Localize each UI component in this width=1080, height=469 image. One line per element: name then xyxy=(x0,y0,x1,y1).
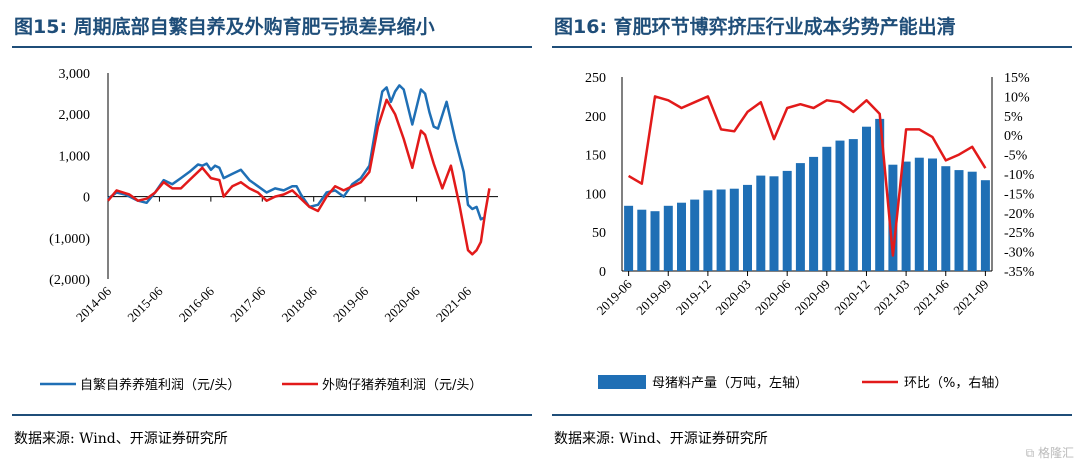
sow-feed-bar xyxy=(729,188,739,271)
left-y-tick-label: 100 xyxy=(585,187,606,202)
sow-feed-bar xyxy=(835,140,845,271)
right-y-tick-label: -10% xyxy=(1004,168,1035,183)
x-tick-label: 2017-06 xyxy=(227,283,269,325)
x-tick-label: 2020-06 xyxy=(752,276,794,318)
legend-label: 环比（%，右轴） xyxy=(904,376,1007,391)
x-tick-label: 2019-06 xyxy=(593,276,635,318)
y-tick-label: 0 xyxy=(83,191,90,206)
sow-feed-bar xyxy=(743,184,752,271)
legend-label: 母猪料产量（万吨，左轴） xyxy=(652,376,808,391)
x-tick-label: 2014-06 xyxy=(73,283,115,325)
sow-feed-bar xyxy=(967,171,977,271)
left-panel: 图15: 周期底部自繁自养及外购育肥亏损差异缩小 3,000 2,000 1,000… xyxy=(12,16,532,447)
x-tick-label: 2021-09 xyxy=(950,277,991,318)
sow-feed-bar xyxy=(928,158,937,271)
right-y-tick-label: 15% xyxy=(1004,71,1030,86)
left-y-tick-label: 250 xyxy=(585,71,606,86)
right-y-tick-label: -35% xyxy=(1004,265,1035,280)
sow-feed-bar xyxy=(782,170,792,271)
series-line-self-breeding xyxy=(107,84,486,221)
sow-feed-bar xyxy=(888,164,898,271)
x-tick-label: 2019-09 xyxy=(633,277,674,318)
right-y-tick-label: -5% xyxy=(1004,149,1028,164)
x-tick-label: 2021-06 xyxy=(433,283,475,325)
series-line-purchased-piglet xyxy=(107,98,491,256)
sow-feed-bar xyxy=(650,211,660,271)
x-tick-label: 2018-06 xyxy=(279,283,321,325)
y-tick-label: 2,000 xyxy=(59,108,91,123)
sow-feed-bar xyxy=(677,202,686,271)
mom-change-line xyxy=(627,95,987,257)
sow-feed-bar xyxy=(716,189,726,271)
x-tick-label: 2016-06 xyxy=(176,283,218,325)
sow-feed-bar xyxy=(901,161,911,271)
y-tick-label: (1,000) xyxy=(49,232,90,247)
watermark-text: 格隆汇 xyxy=(1037,446,1074,460)
legend-label: 外购仔猪养殖利润（元/头） xyxy=(322,377,482,393)
right-y-tick-label: 10% xyxy=(1004,90,1030,105)
x-tick-label: 2020-09 xyxy=(792,277,833,318)
right-source-text: 数据来源: Wind、开源证券研究所 xyxy=(554,431,768,447)
legend-label: 自繁自养养殖利润（元/头） xyxy=(80,377,240,393)
left-title-rule xyxy=(12,46,532,48)
sow-feed-bar xyxy=(756,175,766,271)
left-y-tick-label: 200 xyxy=(585,110,606,125)
sow-feed-bar xyxy=(663,205,673,271)
sow-feed-bar xyxy=(822,146,832,271)
x-tick-label: 2020-06 xyxy=(381,283,423,325)
y-tick-label: (2,000) xyxy=(49,273,90,288)
right-y-tick-label: -30% xyxy=(1004,246,1035,261)
y-tick-label: 1,000 xyxy=(59,149,91,164)
x-tick-label: 2021-03 xyxy=(871,277,912,318)
sow-feed-bar xyxy=(875,118,885,272)
right-source-rule xyxy=(552,414,1072,416)
right-panel: 图16: 育肥环节博弈挤压行业成本劣势产能出清 250 200 150 100 50 0 1… xyxy=(540,0,1080,469)
sow-feed-bar xyxy=(941,166,951,271)
x-tick-label: 2019-06 xyxy=(330,283,372,325)
right-y-tick-label: -25% xyxy=(1004,226,1035,241)
left-y-tick-label: 150 xyxy=(585,149,606,164)
sow-feed-bar xyxy=(809,156,819,271)
sow-feed-bar xyxy=(862,126,871,271)
right-title-rule xyxy=(552,46,1072,48)
left-figure-title: 图15: 周期底部自繁自养及外购育肥亏损差异缩小 xyxy=(14,16,435,38)
sow-feed-bar xyxy=(690,199,700,271)
right-y-tick-label: 5% xyxy=(1004,110,1023,125)
right-figure-title: 图16: 育肥环节博弈挤压行业成本劣势产能出清 xyxy=(554,16,956,38)
sow-feed-bar xyxy=(980,180,990,271)
x-tick-label: 2019-12 xyxy=(673,277,714,318)
left-y-tick-label: 50 xyxy=(592,226,606,241)
right-y-tick-label: -20% xyxy=(1004,207,1035,222)
sow-feed-bar xyxy=(954,170,964,271)
x-tick-label: 2020-12 xyxy=(831,277,872,318)
x-tick-label: 2021-06 xyxy=(911,276,953,318)
left-source-rule xyxy=(12,414,532,416)
legend-bar-swatch xyxy=(598,375,646,389)
sow-feed-bar xyxy=(624,205,634,271)
right-bar-line-chart: 250 200 150 100 50 0 15% 10% 5% 0% -5% -10% -15% -20%… xyxy=(585,71,1035,391)
left-y-tick-label: 0 xyxy=(599,265,606,280)
y-tick-label: 3,000 xyxy=(59,67,91,82)
sow-feed-bar xyxy=(848,139,858,271)
left-source-text: 数据来源: Wind、开源证券研究所 xyxy=(14,431,228,447)
sow-feed-bar xyxy=(637,209,647,271)
x-tick-label: 2015-06 xyxy=(124,283,166,325)
watermark-logo: ⧉ 格隆汇 xyxy=(1025,446,1074,460)
right-y-tick-label: 0% xyxy=(1004,129,1023,144)
x-tick-label: 2020-03 xyxy=(712,277,753,318)
right-y-tick-label: -15% xyxy=(1004,187,1035,202)
sow-feed-bar xyxy=(769,176,779,271)
sow-feed-bar xyxy=(703,190,713,271)
sow-feed-bar xyxy=(795,163,805,271)
sow-feed-bar xyxy=(914,157,924,271)
